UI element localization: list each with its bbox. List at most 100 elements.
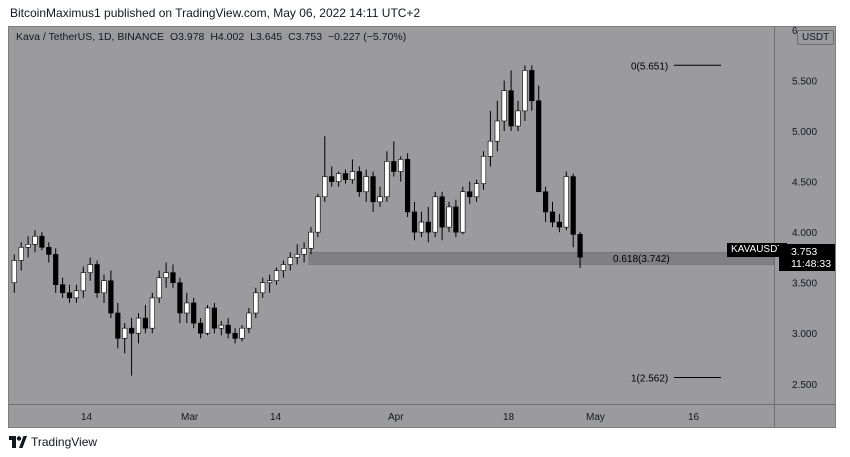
- price-tick-label: 4.000: [792, 228, 817, 239]
- candle-body: [260, 282, 266, 294]
- candle-body: [66, 292, 73, 299]
- candle-body: [204, 307, 211, 334]
- candle-body: [322, 176, 328, 198]
- time-tick-label: 14: [270, 412, 282, 423]
- legend-close-label: C: [288, 31, 296, 43]
- tradingview-icon: [9, 436, 27, 448]
- candle-body: [301, 248, 307, 255]
- time-tick-label: 18: [503, 412, 515, 423]
- time-tick-label: May: [586, 412, 605, 423]
- candle-body: [53, 254, 59, 286]
- candle-body: [377, 196, 383, 203]
- legend-low-label: L: [250, 31, 256, 43]
- candle-body: [73, 290, 79, 299]
- price-axis: [774, 27, 835, 404]
- symbol-tag: KAVAUSDT: [727, 243, 788, 257]
- candle-body: [308, 231, 314, 249]
- candle-body: [487, 140, 494, 157]
- candle-body: [129, 327, 135, 334]
- legend-open-label: O: [169, 31, 179, 43]
- legend-open-value: 3.978: [178, 31, 205, 43]
- candle-body: [59, 284, 66, 294]
- time-tick-label: Apr: [388, 412, 404, 423]
- candle-body: [404, 159, 411, 213]
- candle-body: [246, 312, 252, 329]
- candle-body: [460, 191, 466, 233]
- candle-body: [335, 173, 342, 182]
- candle-body: [480, 156, 487, 184]
- candle-body: [515, 110, 521, 127]
- price-tick-label: 3.500: [792, 279, 817, 290]
- candle-body: [266, 280, 273, 284]
- tradingview-logo[interactable]: TradingView: [9, 435, 97, 449]
- candle-body: [32, 235, 38, 245]
- price-tick-label: 5.000: [792, 127, 817, 138]
- candle-body: [494, 120, 500, 142]
- time-tick-label: 16: [688, 412, 700, 423]
- candle-body: [501, 90, 507, 122]
- candle-body: [508, 90, 514, 127]
- candle-body: [253, 292, 259, 314]
- candle-body: [170, 272, 176, 284]
- candle-body: [363, 176, 369, 193]
- price-tick-label: 4.500: [792, 178, 817, 189]
- candle-body: [39, 235, 45, 248]
- candle-body: [198, 322, 204, 334]
- candle-body: [108, 280, 114, 314]
- candle-body: [122, 327, 128, 339]
- price-tick-label: 3.000: [792, 329, 817, 340]
- candle-body: [570, 176, 576, 235]
- candle-body: [101, 280, 107, 294]
- candle-body: [80, 272, 86, 292]
- candle-body: [370, 176, 376, 203]
- candle-body: [211, 307, 218, 329]
- candle-body: [280, 264, 287, 271]
- chart-frame: [8, 26, 836, 428]
- legend-low-value: 3.645: [255, 31, 283, 43]
- candle-body: [453, 206, 459, 233]
- price-tick-label: 6: [792, 27, 798, 37]
- plot-area: [9, 27, 774, 404]
- support-zone: [308, 252, 775, 265]
- candle-body: [522, 70, 528, 112]
- time-axis: [9, 404, 835, 427]
- candle-body: [418, 221, 425, 233]
- price-tick-label: 5.500: [792, 77, 817, 88]
- candle-body: [556, 221, 562, 228]
- candle-body: [25, 243, 31, 248]
- candle-body: [342, 173, 349, 180]
- publish-header: BitcoinMaximus1 published on TradingView…: [10, 6, 421, 20]
- candle-body: [184, 302, 190, 314]
- candle-body: [398, 159, 404, 172]
- candle-body: [411, 211, 418, 233]
- currency-badge[interactable]: USDT: [797, 30, 835, 45]
- candle-body: [115, 312, 121, 339]
- fib-level-label: 1(2.562): [631, 374, 668, 385]
- candle-body: [239, 327, 245, 339]
- candle-body: [225, 324, 231, 334]
- candle-body: [356, 171, 362, 193]
- candle-body: [467, 191, 473, 198]
- time-tick-label: Mar: [181, 412, 199, 423]
- bar-countdown: 11:48:33: [791, 258, 832, 270]
- legend-close-value: 3.753: [295, 31, 323, 43]
- candle-body: [11, 260, 17, 284]
- candle-body: [384, 161, 390, 198]
- last-price-tag: 3.753 11:48:33: [779, 244, 835, 271]
- candle-body: [432, 196, 438, 233]
- candle-body: [18, 247, 24, 261]
- candle-body: [94, 264, 100, 294]
- candle-body: [577, 234, 583, 258]
- candle-body: [439, 196, 445, 228]
- candle-body: [349, 171, 356, 180]
- legend-symbol: Kava / TetherUS, 1D, BINANCE: [16, 31, 165, 43]
- candle-body: [315, 196, 321, 233]
- candle-body: [191, 302, 197, 324]
- candle-body: [232, 332, 238, 339]
- candle-body: [473, 183, 480, 198]
- candle-body: [329, 176, 335, 182]
- candle-body: [156, 277, 162, 299]
- tradingview-brand-text: TradingView: [31, 435, 98, 449]
- candle-body: [529, 70, 535, 102]
- candle-body: [542, 191, 549, 213]
